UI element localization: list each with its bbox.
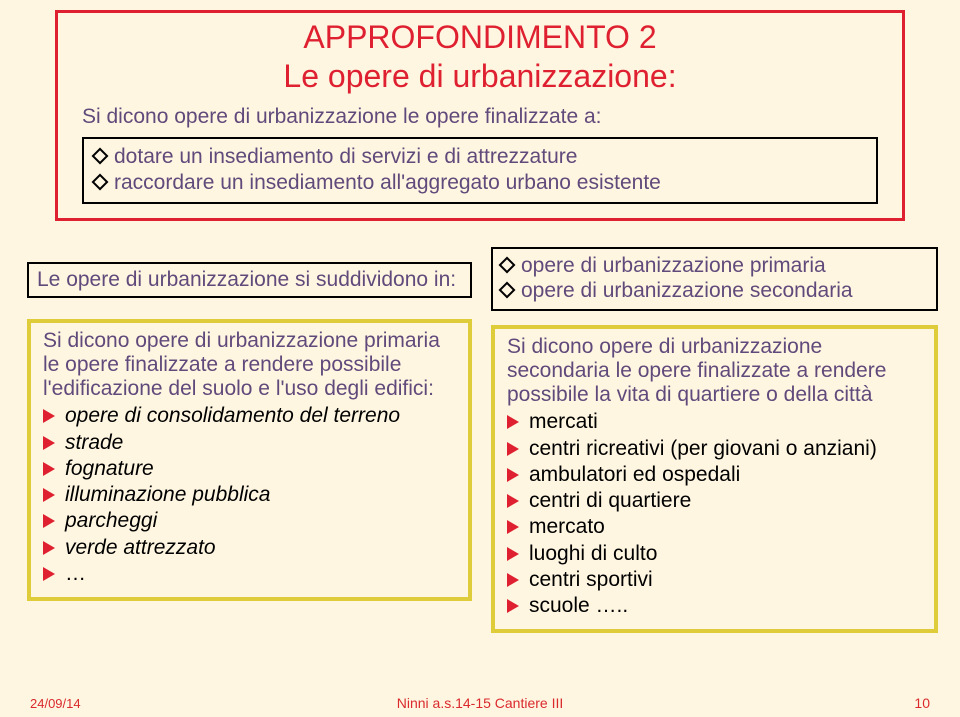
header-panel: APPROFONDIMENTO 2 Le opere di urbanizzaz… [55, 10, 905, 221]
category-2-text: opere di urbanizzazione secondaria [521, 279, 853, 302]
primary-box: Si dicono opere di urbanizzazione primar… [27, 319, 472, 601]
primary-item: opere di consolidamento del terreno [43, 403, 460, 429]
title-line-2: Le opere di urbanizzazione: [76, 58, 884, 95]
category-1-text: opere di urbanizzazione primaria [521, 254, 826, 277]
primary-list: opere di consolidamento del terreno stra… [43, 403, 460, 587]
diamond-bullet-icon [499, 257, 516, 274]
secondary-item: centri di quartiere [507, 488, 926, 514]
title-line-1: APPROFONDIMENTO 2 [76, 19, 884, 56]
secondary-list: mercati centri ricreativi (per giovani o… [507, 409, 926, 619]
secondary-item: centri sportivi [507, 567, 926, 593]
primary-item-ellipsis: … [43, 561, 460, 587]
header-bullet-2-text: raccordare un insediamento all'aggregato… [114, 171, 661, 194]
secondary-intro: Si dicono opere di urbanizzazione second… [507, 335, 926, 407]
header-intro: Si dicono opere di urbanizzazione le ope… [82, 105, 884, 129]
subdivide-label-box: Le opere di urbanizzazione si suddividon… [27, 262, 472, 298]
header-bullet-box: dotare un insediamento di servizi e di a… [82, 137, 878, 204]
secondary-item: mercati [507, 409, 926, 435]
secondary-item: ambulatori ed ospedali [507, 462, 926, 488]
secondary-box: Si dicono opere di urbanizzazione second… [491, 325, 938, 633]
primary-intro: Si dicono opere di urbanizzazione primar… [43, 329, 460, 401]
header-bullet-1-text: dotare un insediamento di servizi e di a… [114, 145, 577, 168]
primary-item: fognature [43, 456, 460, 482]
category-2: opere di urbanizzazione secondaria [501, 278, 928, 303]
secondary-item: scuole ….. [507, 593, 926, 619]
primary-item: illuminazione pubblica [43, 482, 460, 508]
primary-item: verde attrezzato [43, 535, 460, 561]
secondary-item: centri ricreativi (per giovani o anziani… [507, 436, 926, 462]
footer-page-number: 10 [914, 695, 930, 711]
subdivide-label: Le opere di urbanizzazione si suddividon… [37, 268, 456, 291]
diamond-bullet-icon [92, 148, 109, 165]
header-bullet-2: raccordare un insediamento all'aggregato… [94, 170, 866, 195]
categories-box: opere di urbanizzazione primaria opere d… [491, 247, 938, 311]
header-bullet-1: dotare un insediamento di servizi e di a… [94, 144, 866, 169]
diamond-bullet-icon [92, 174, 109, 191]
primary-item: parcheggi [43, 508, 460, 534]
secondary-item: luoghi di culto [507, 541, 926, 567]
secondary-item: mercato [507, 514, 926, 540]
primary-item: strade [43, 430, 460, 456]
category-1: opere di urbanizzazione primaria [501, 253, 928, 278]
footer-title: Ninni a.s.14-15 Cantiere III [0, 695, 960, 711]
diamond-bullet-icon [499, 282, 516, 299]
